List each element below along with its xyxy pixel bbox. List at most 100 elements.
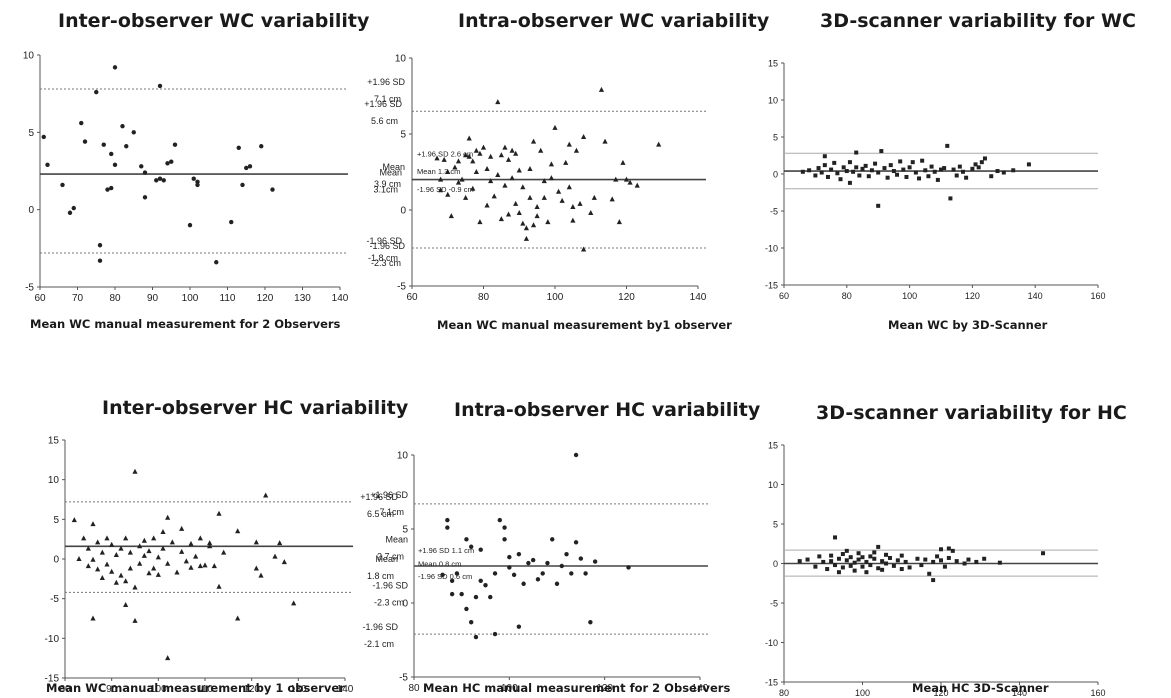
data-point	[455, 158, 462, 164]
data-point	[591, 194, 597, 200]
y-tick-label: 5	[773, 520, 778, 530]
data-point	[104, 561, 110, 567]
data-point	[939, 547, 943, 552]
data-point	[960, 169, 965, 174]
x-axis-label: Mean HC manual measurement for 2 Observe…	[423, 681, 731, 695]
x-axis-label: Mean WC manual measurement by 1 observer	[46, 681, 345, 695]
data-point	[570, 203, 576, 209]
reference-line-label: +1.96 SD	[370, 490, 408, 500]
data-point	[997, 560, 1002, 565]
data-point	[441, 156, 447, 162]
y-tick-label: -10	[765, 638, 778, 648]
x-tick-label: 120	[243, 684, 260, 695]
data-point	[97, 243, 103, 248]
data-point	[142, 170, 148, 175]
y-tick-label: 10	[768, 96, 778, 106]
x-tick-label: 70	[72, 293, 84, 304]
data-point	[923, 168, 928, 173]
x-tick-label: 80	[59, 684, 71, 695]
data-point	[478, 578, 483, 583]
data-point	[974, 559, 979, 564]
data-point	[876, 170, 881, 175]
x-tick-label: 60	[34, 293, 46, 304]
data-point	[484, 202, 490, 208]
data-point	[434, 155, 440, 161]
x-tick-label: 130	[290, 684, 307, 695]
data-point	[459, 591, 464, 597]
y-tick-label: 15	[768, 441, 778, 451]
data-point	[541, 194, 547, 200]
reference-line-label: +1.96 SD	[367, 77, 405, 87]
data-point	[885, 175, 890, 180]
data-point	[90, 615, 96, 621]
data-point	[901, 167, 906, 172]
data-point	[155, 571, 161, 577]
data-point	[920, 158, 925, 163]
data-point	[45, 162, 50, 168]
reference-line-label: -1.96 SD -0.9 cm	[417, 185, 474, 194]
data-point	[99, 575, 105, 581]
data-point	[172, 142, 178, 147]
data-point	[497, 517, 502, 523]
y-tick-label: -5	[50, 594, 59, 605]
data-point	[113, 552, 119, 558]
data-point	[910, 160, 915, 165]
data-point	[907, 165, 912, 170]
data-point	[183, 558, 189, 564]
data-point	[470, 158, 476, 164]
data-point	[932, 169, 937, 174]
data-point	[127, 565, 133, 571]
reference-line-label: Mean	[385, 534, 408, 544]
data-point	[466, 135, 472, 141]
data-point	[976, 165, 981, 170]
data-point	[502, 144, 508, 150]
chart-title: Intra-observer HC variability	[454, 399, 761, 421]
data-point	[852, 560, 857, 565]
data-point	[464, 606, 469, 612]
data-point	[449, 591, 455, 597]
x-tick-label: 90	[106, 684, 118, 695]
data-point	[155, 554, 161, 560]
data-point	[521, 581, 526, 586]
x-tick-label: 80	[109, 293, 121, 304]
data-point	[570, 217, 576, 223]
data-point	[520, 184, 526, 190]
data-point	[563, 159, 569, 165]
x-tick-label: 100	[501, 683, 518, 694]
data-point	[844, 169, 849, 174]
data-point	[174, 569, 180, 575]
y-tick-label: -15	[765, 678, 778, 688]
data-point	[554, 581, 560, 586]
data-point	[852, 568, 857, 573]
data-point	[566, 184, 572, 190]
data-point	[581, 134, 587, 140]
data-point	[578, 556, 584, 561]
x-tick-label: 160	[1090, 291, 1105, 301]
data-point	[923, 557, 928, 562]
data-point	[235, 615, 241, 621]
data-point	[564, 551, 569, 557]
reference-line-label: Mean 1.3 cm	[417, 167, 460, 176]
reference-line-label: +1.96 SD	[360, 492, 398, 502]
data-point	[281, 559, 287, 565]
reference-line-value: 2.7 cm	[377, 551, 404, 561]
data-point	[492, 631, 498, 637]
data-point	[118, 545, 124, 551]
data-point	[602, 138, 608, 144]
data-point	[109, 185, 114, 191]
x-tick-label: 100	[902, 291, 917, 301]
data-point	[588, 210, 594, 216]
data-point	[548, 161, 555, 167]
data-point	[982, 156, 987, 161]
data-point	[459, 176, 465, 182]
data-point	[502, 525, 507, 530]
data-point	[187, 222, 193, 228]
data-point	[132, 584, 138, 590]
data-point	[581, 246, 587, 252]
data-point	[869, 168, 874, 173]
data-point	[160, 529, 166, 535]
data-point	[480, 144, 487, 150]
reference-line-label: +1.96 SD 2.6 cm	[417, 149, 473, 158]
y-tick-label: -10	[765, 244, 778, 254]
